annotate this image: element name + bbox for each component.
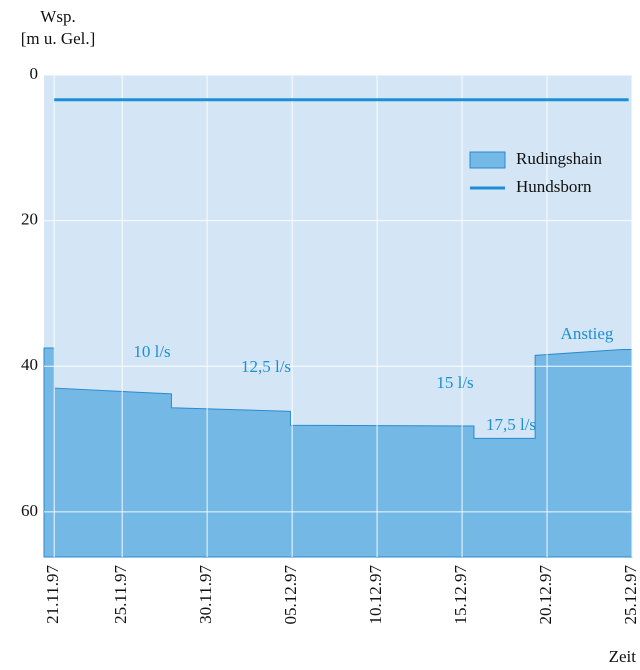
annotation: Anstieg [561,324,614,343]
y-tick-label: 40 [21,355,38,374]
annotation: 15 l/s [436,373,473,392]
y-axis-label: Wsp. [40,7,75,26]
y-tick-label: 0 [30,64,39,83]
x-tick-label: 10.12.97 [366,565,385,625]
x-tick-label: 25.11.97 [111,565,130,624]
y-tick-label: 20 [21,210,38,229]
x-axis-label: Zeit [609,647,637,666]
annotation: 12,5 l/s [241,357,291,376]
x-tick-label: 30.11.97 [196,565,215,624]
legend-swatch [469,151,506,169]
legend-label: Hundsborn [516,177,592,196]
y-axis-label: [m u. Gel.] [21,29,96,48]
y-tick-label: 60 [21,501,38,520]
x-tick-label: 15.12.97 [451,565,470,625]
x-tick-label: 20.12.97 [536,565,555,625]
annotation: 17,5 l/s [486,415,536,434]
annotation: 10 l/s [133,342,170,361]
x-tick-label: 05.12.97 [281,565,300,625]
x-tick-label: 25.12.97 [621,565,640,625]
legend-label: Rudingshain [516,149,602,168]
x-tick-label: 21.11.97 [43,565,62,624]
